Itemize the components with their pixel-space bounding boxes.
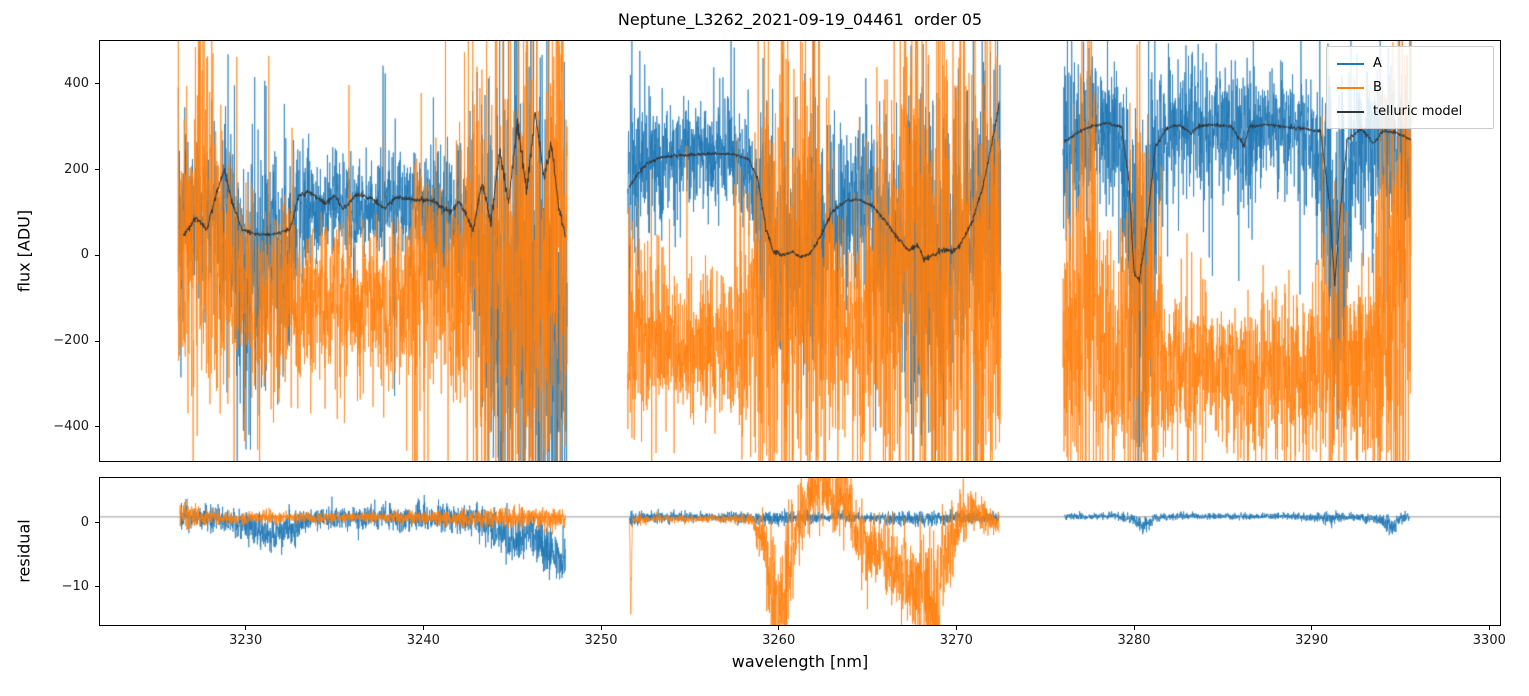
flux-panel: [99, 40, 1501, 462]
residual-y-tick-mark: [95, 522, 99, 524]
legend-item-2: telluric model: [1337, 102, 1483, 121]
residual-y-tick-mark: [95, 586, 99, 588]
legend-line-swatch: [1337, 86, 1364, 89]
x-tick-label: 3240: [406, 633, 440, 648]
legend-label: telluric model: [1373, 104, 1463, 119]
x-tick-mark: [600, 626, 602, 630]
x-tick-mark: [245, 626, 247, 630]
residual-y-axis-label: residual: [14, 519, 34, 583]
x-tick-label: 3290: [1295, 633, 1329, 648]
x-tick-mark: [1488, 626, 1490, 630]
flux-y-tick-label: −200: [53, 333, 89, 348]
residual-y-tick-label: −10: [61, 578, 89, 594]
flux-y-tick-label: −400: [53, 418, 89, 434]
x-tick-label: 3300: [1472, 633, 1506, 648]
residual-y-tick-label: 0: [80, 514, 89, 530]
x-tick-mark: [422, 626, 424, 630]
flux-y-tick-label: 200: [64, 161, 89, 177]
x-tick-mark: [1311, 626, 1313, 630]
flux-canvas: [100, 41, 1500, 461]
residual-canvas: [100, 478, 1500, 625]
residual-panel: [99, 477, 1501, 626]
flux-y-tick-mark: [95, 340, 99, 342]
flux-y-axis-label: flux [ADU]: [14, 209, 34, 293]
x-tick-mark: [955, 626, 957, 630]
flux-y-tick-mark: [95, 169, 99, 171]
flux-y-tick-label: 400: [64, 75, 89, 91]
flux-y-tick-label: 0: [80, 247, 89, 263]
legend-item-0: A: [1337, 54, 1483, 73]
flux-y-tick-mark: [95, 83, 99, 85]
flux-y-tick-mark: [95, 426, 99, 428]
flux-y-tick-mark: [95, 254, 99, 256]
x-tick-label: 3280: [1117, 633, 1151, 648]
x-tick-mark: [778, 626, 780, 630]
x-tick-label: 3250: [584, 633, 618, 648]
x-tick-label: 3270: [939, 633, 973, 648]
legend-item-1: B: [1337, 78, 1483, 97]
legend-line-swatch: [1337, 110, 1364, 113]
x-tick-label: 3230: [229, 633, 263, 648]
x-tick-mark: [1133, 626, 1135, 630]
legend-label: A: [1373, 56, 1382, 71]
x-tick-label: 3260: [762, 633, 796, 648]
chart-title: Neptune_L3262_2021-09-19_04461 order 05: [617, 10, 983, 29]
legend-label: B: [1373, 80, 1382, 95]
x-axis-label: wavelength [nm]: [731, 652, 869, 671]
legend-line-swatch: [1337, 62, 1364, 65]
